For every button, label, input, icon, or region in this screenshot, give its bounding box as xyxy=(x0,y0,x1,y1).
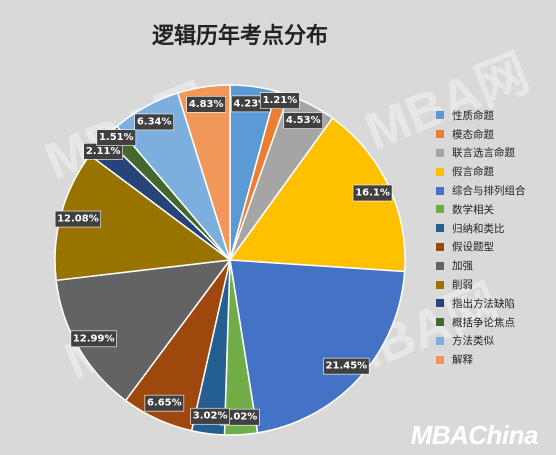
legend-swatch xyxy=(436,261,444,270)
data-label: 6.65% xyxy=(144,394,185,412)
legend-item: 性质命题 xyxy=(436,106,526,125)
data-label: 4.83% xyxy=(186,96,227,113)
legend-label: 加强 xyxy=(452,260,473,273)
legend-label: 数学相关 xyxy=(452,203,494,216)
legend-label: 解释 xyxy=(452,354,473,367)
legend-label: 联言选言命题 xyxy=(452,147,515,160)
brand-logo: MBAChina xyxy=(410,420,539,450)
legend-item: 数学相关 xyxy=(436,200,526,219)
legend-item: 假设题型 xyxy=(436,238,526,257)
legend-swatch xyxy=(436,186,444,195)
legend-swatch xyxy=(436,148,444,157)
legend-item: 模态命题 xyxy=(436,125,526,144)
legend-item: 方法类似 xyxy=(436,332,526,351)
data-label: 12.08% xyxy=(54,210,102,228)
svg-text:6.65%: 6.65% xyxy=(147,398,182,409)
legend-swatch xyxy=(436,299,444,308)
data-label: 1.21% xyxy=(260,92,300,109)
legend-item: 削弱 xyxy=(436,275,526,294)
legend-swatch xyxy=(436,336,444,345)
data-label: 3.02% xyxy=(190,407,230,425)
legend-swatch xyxy=(436,224,444,233)
legend-item: 综合与排列组合 xyxy=(436,181,526,200)
legend-label: 性质命题 xyxy=(452,109,494,122)
svg-text:4.83%: 4.83% xyxy=(189,99,224,110)
legend-item: 加强 xyxy=(436,256,526,275)
legend-swatch xyxy=(436,205,444,214)
legend-label: 削弱 xyxy=(452,279,473,292)
legend-swatch xyxy=(436,355,444,364)
legend-swatch xyxy=(436,280,444,289)
legend-item: 概括争论焦点 xyxy=(436,313,526,332)
data-label: 4.53% xyxy=(283,112,324,129)
legend-label: 假设题型 xyxy=(452,241,494,254)
pie-slice xyxy=(55,259,232,402)
svg-text:2.11%: 2.11% xyxy=(86,146,121,157)
legend-item: 假言命题 xyxy=(436,162,526,181)
data-label: 16.1% xyxy=(352,184,393,202)
legend-item: 归纳和类比 xyxy=(436,219,526,238)
data-label: 21.45% xyxy=(323,357,370,375)
svg-text:4.23%: 4.23% xyxy=(234,98,269,109)
pie-slice xyxy=(176,84,231,261)
svg-text:6.34%: 6.34% xyxy=(137,116,172,127)
data-label: 12.99% xyxy=(70,330,117,348)
svg-text:12.99%: 12.99% xyxy=(73,333,115,344)
data-label: 1.51% xyxy=(96,129,137,146)
legend-label: 指出方法缺陷 xyxy=(452,297,515,310)
svg-text:3.02%: 3.02% xyxy=(193,411,228,422)
legend-swatch xyxy=(436,111,444,120)
svg-text:21.45%: 21.45% xyxy=(326,361,368,372)
svg-text:1.51%: 1.51% xyxy=(99,132,134,143)
legend-label: 综合与排列组合 xyxy=(452,185,526,198)
legend-item: 指出方法缺陷 xyxy=(436,294,526,313)
legend-label: 假言命题 xyxy=(452,166,494,179)
legend: 性质命题模态命题联言选言命题 假言命题综合与排列组合 数学相关归纳和类比假设题型加强… xyxy=(436,106,526,369)
svg-text:3.02%: 3.02% xyxy=(223,412,258,423)
legend-item: 联言选言命题 xyxy=(436,144,526,163)
legend-item: 解释 xyxy=(436,350,526,369)
pie-slice xyxy=(229,259,406,434)
legend-swatch xyxy=(436,167,444,176)
legend-label: 模态命题 xyxy=(452,128,494,141)
data-label: 6.34% xyxy=(134,113,174,131)
legend-label: 归纳和类比 xyxy=(452,222,505,235)
svg-text:4.53%: 4.53% xyxy=(286,115,321,126)
legend-swatch xyxy=(436,130,444,139)
legend-label: 方法类似 xyxy=(452,335,494,348)
chart-title: 逻辑历年考点分布 xyxy=(151,23,328,49)
legend-swatch xyxy=(436,318,444,327)
svg-text:1.21%: 1.21% xyxy=(263,95,298,106)
legend-label: 概括争论焦点 xyxy=(452,316,515,329)
svg-text:12.08%: 12.08% xyxy=(57,214,99,225)
legend-swatch xyxy=(436,242,444,251)
data-label: 2.11% xyxy=(83,143,123,160)
svg-text:16.1%: 16.1% xyxy=(355,188,390,199)
